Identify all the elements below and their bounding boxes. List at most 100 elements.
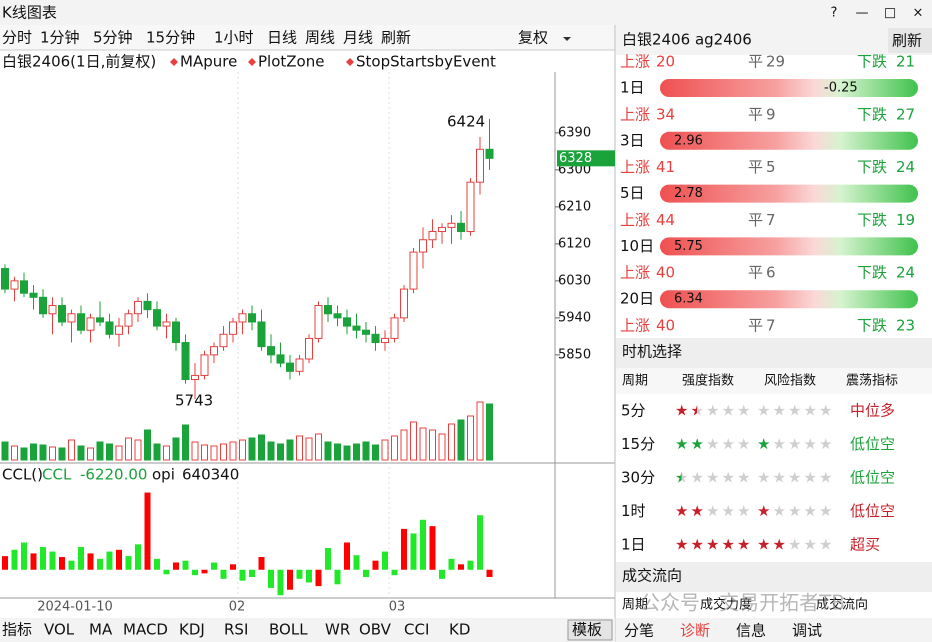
refresh[interactable]: 刷新 <box>892 32 922 50</box>
window-control[interactable]: ? <box>831 6 838 21</box>
star: ★ <box>737 402 750 420</box>
date-label: 03 <box>389 600 406 615</box>
star: ★ <box>737 536 750 554</box>
stat-value: 6.34 <box>674 292 703 307</box>
ccl-bar <box>477 515 483 570</box>
indicator-name: PlotZone <box>258 53 324 71</box>
indicator-tab[interactable]: RSI <box>224 621 248 639</box>
star: ★ <box>819 469 832 487</box>
candle-body <box>286 362 294 372</box>
toolbar <box>0 25 615 50</box>
star: ★ <box>706 502 719 520</box>
volume-bar <box>381 439 389 461</box>
indicator-tab[interactable]: VOL <box>44 621 75 639</box>
candle-body <box>362 329 370 335</box>
up-label: 上涨 <box>620 158 650 176</box>
period-button[interactable]: 刷新 <box>381 29 411 47</box>
ccl-bar <box>458 564 464 570</box>
candle-body <box>371 333 380 344</box>
star: ★ <box>675 469 688 487</box>
indicator-tab[interactable]: BOLL <box>269 621 308 639</box>
star: ★ <box>737 502 750 520</box>
window-control[interactable]: □ <box>884 6 896 21</box>
indicator-tab[interactable]: KDJ <box>179 621 205 639</box>
timing-signal: 中位多 <box>850 402 895 420</box>
volume-bar <box>315 433 322 461</box>
period-button[interactable]: 5分钟 <box>93 29 133 47</box>
window-control[interactable]: — <box>856 6 869 21</box>
period-button[interactable]: 月线 <box>343 29 373 47</box>
flat-count: 29 <box>766 53 785 71</box>
period-button[interactable]: 1分钟 <box>40 29 80 47</box>
down-count: 23 <box>896 317 915 335</box>
volume-bar <box>343 445 351 461</box>
flat-label: 平 <box>748 105 763 123</box>
ccl-bar <box>391 569 398 576</box>
candle-body <box>162 321 171 327</box>
star: ★ <box>788 536 801 554</box>
star: ★ <box>722 502 735 520</box>
panel-tab[interactable]: 分笔 <box>624 622 654 640</box>
volume-bar <box>410 421 417 461</box>
star: ★ <box>804 536 817 554</box>
indicator-diamond <box>170 58 178 66</box>
ccl-bar <box>258 557 265 570</box>
indicator-tab[interactable]: OBV <box>359 621 392 639</box>
candle-body <box>200 354 209 376</box>
candle-body <box>485 148 494 159</box>
volume-bar <box>134 439 142 461</box>
ccl-bar <box>2 556 8 570</box>
volume-bar <box>210 445 218 461</box>
period-button[interactable]: 分时 <box>2 29 32 47</box>
panel-tab[interactable]: 诊断 <box>680 622 710 640</box>
period-name: 1日 <box>620 79 645 97</box>
star: ★ <box>675 502 688 520</box>
star: ★ <box>706 536 719 554</box>
period-button[interactable]: 1小时 <box>214 29 254 47</box>
volume-bar <box>163 445 170 461</box>
ccl-bar <box>40 547 46 570</box>
period-button[interactable]: 周线 <box>305 29 335 47</box>
timing-header: 周期 <box>622 374 648 389</box>
ccl-bar <box>11 549 18 570</box>
volume-bar <box>191 441 199 461</box>
timing-header: 强度指数 <box>682 373 734 389</box>
ccl-bar <box>382 551 388 570</box>
y-tick-label: 6390 <box>558 125 591 140</box>
indicator-tab[interactable]: MA <box>89 621 113 639</box>
ccl-bar <box>448 558 455 570</box>
panel-tab[interactable]: 信息 <box>736 622 766 640</box>
period-name: 3日 <box>620 131 645 149</box>
indicator-tab[interactable]: WR <box>325 621 350 639</box>
star: ★ <box>819 435 832 453</box>
window-control[interactable]: × <box>913 6 924 21</box>
period-button[interactable]: 15分钟 <box>146 29 195 47</box>
indicator-tab[interactable]: 指标 <box>2 621 32 639</box>
star: ★ <box>706 402 719 420</box>
indicator-tab[interactable]: MACD <box>123 621 168 639</box>
ccl-bar <box>306 569 312 583</box>
volume-bar <box>153 443 161 461</box>
down-label: 下跌 <box>857 158 887 176</box>
indicator-tab[interactable]: CCI <box>404 621 429 639</box>
star: ★ <box>773 502 786 520</box>
indicator-diamond <box>346 58 354 66</box>
ccl-bar <box>401 528 407 570</box>
volume-bar <box>39 444 47 461</box>
candle-body <box>124 313 133 327</box>
period-button[interactable]: 日线 <box>267 29 297 47</box>
flat-label: 平 <box>748 211 763 229</box>
candle-body <box>143 300 152 311</box>
candle-body <box>390 317 399 339</box>
adjust-button[interactable]: 复权 <box>518 29 548 47</box>
volume-bar <box>77 445 85 461</box>
indicator-tab[interactable]: KD <box>449 621 470 639</box>
panel-tab[interactable]: 调试 <box>792 622 822 640</box>
candle-body <box>343 317 351 327</box>
template[interactable]: 模板 <box>572 621 602 639</box>
candle-body <box>191 374 199 381</box>
star: ★ <box>757 435 770 453</box>
timing-title: 时机选择 <box>622 343 682 361</box>
indicator-name: StopStartsbyEvent <box>356 53 496 71</box>
candle-body <box>20 280 28 294</box>
